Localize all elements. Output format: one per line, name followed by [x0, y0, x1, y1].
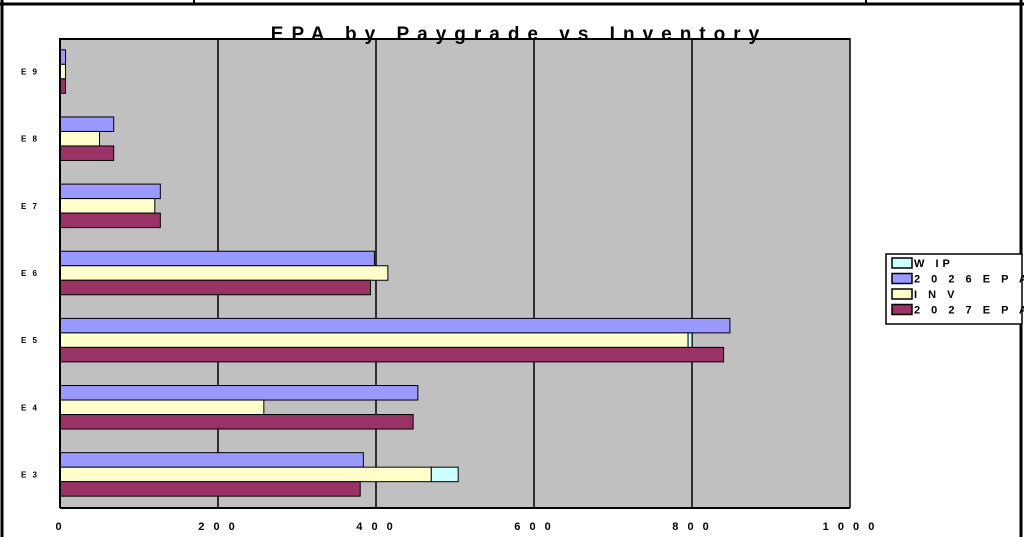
bar-2027-epa	[59, 414, 414, 430]
bar-2027-epa	[59, 346, 725, 363]
bar-2027-epa	[59, 279, 371, 296]
legend-label: 2 0 2 7 E P A	[914, 305, 1024, 317]
legend: W IP 2 0 2 6 E P A I N V 2 0 2 7 E P A	[885, 253, 1024, 325]
bar-inv	[59, 399, 265, 416]
bar-wip	[687, 332, 693, 348]
bar-2027-epa	[59, 481, 361, 497]
legend-swatch-wip	[891, 257, 913, 269]
chart-title: EPA by Paygrade vs Inventory	[271, 24, 767, 45]
bar-2026-epa	[59, 452, 364, 468]
y-category-label: E 9	[21, 68, 39, 77]
y-category-label: E 8	[21, 135, 39, 144]
legend-swatch-2026-epa	[891, 272, 913, 285]
x-tick-label: 8 0 0	[672, 521, 711, 533]
x-tick-label: 0	[55, 521, 64, 533]
x-tick-label: 6 0 0	[514, 521, 553, 533]
bar-2026-epa	[59, 116, 115, 132]
y-category-label: E 4	[21, 403, 39, 412]
bar-inv	[59, 198, 156, 214]
y-category-label: E 7	[21, 202, 39, 211]
bar-inv	[59, 265, 389, 281]
bar-inv	[59, 332, 689, 348]
legend-label: 2 0 2 6 E P A	[914, 274, 1024, 286]
x-tick-labels: 0 2 0 0 4 0 0 6 0 0 8 0 0 1 0 0 0	[55, 521, 878, 533]
bar-2027-epa	[59, 145, 115, 161]
legend-label: I N V	[914, 289, 958, 301]
bar-2026-epa	[59, 183, 161, 200]
bar-inv	[59, 466, 432, 483]
x-tick-label: 1 0 0 0	[823, 521, 878, 533]
x-tick-label: 4 0 0	[356, 521, 395, 533]
bar-2026-epa	[59, 385, 419, 401]
y-category-label: E 5	[21, 336, 39, 345]
bar-wip	[430, 466, 459, 483]
y-category-label: E 3	[21, 470, 39, 479]
bar-2026-epa	[59, 250, 375, 267]
legend-swatch-inv	[891, 288, 913, 300]
y-category-labels: E 3 E 4 E 5 E 6 E 7 E 8 E 9	[21, 68, 39, 480]
bar-inv	[59, 130, 100, 147]
x-tick-label: 2 0 0	[198, 521, 237, 533]
bar-2026-epa	[59, 317, 731, 334]
y-category-label: E 6	[21, 269, 39, 278]
legend-label: W IP	[914, 258, 954, 270]
bar-2027-epa	[59, 212, 161, 229]
legend-swatch-2027-epa	[891, 303, 913, 316]
